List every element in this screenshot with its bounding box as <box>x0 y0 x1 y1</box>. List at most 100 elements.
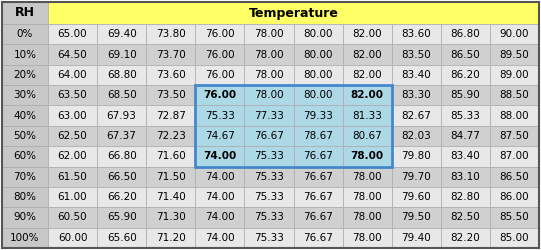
Text: 78.00: 78.00 <box>254 70 284 80</box>
Text: 75.33: 75.33 <box>254 192 284 202</box>
Text: 60.50: 60.50 <box>58 212 87 222</box>
Bar <box>146 187 195 207</box>
Text: 67.37: 67.37 <box>107 131 136 141</box>
Bar <box>342 228 392 248</box>
Bar <box>48 146 97 167</box>
Text: 73.70: 73.70 <box>156 50 186 59</box>
Bar <box>195 24 245 44</box>
Text: 71.40: 71.40 <box>156 192 186 202</box>
Bar <box>392 24 441 44</box>
Bar <box>97 65 146 85</box>
Text: 83.30: 83.30 <box>401 90 431 100</box>
Text: 64.00: 64.00 <box>58 70 87 80</box>
Text: 50%: 50% <box>14 131 36 141</box>
Bar <box>342 85 392 105</box>
Text: 88.50: 88.50 <box>499 90 529 100</box>
Text: 71.30: 71.30 <box>156 212 186 222</box>
Text: 75.33: 75.33 <box>254 151 284 161</box>
Bar <box>97 126 146 146</box>
Bar <box>441 44 490 65</box>
Text: 82.00: 82.00 <box>352 29 382 39</box>
Text: 72.23: 72.23 <box>156 131 186 141</box>
Bar <box>490 65 539 85</box>
Text: 65.60: 65.60 <box>107 233 136 243</box>
Text: 62.00: 62.00 <box>58 151 87 161</box>
Bar <box>245 126 294 146</box>
Text: 63.00: 63.00 <box>58 111 87 121</box>
Bar <box>294 228 342 248</box>
Text: 82.50: 82.50 <box>451 212 480 222</box>
Text: 80.00: 80.00 <box>304 50 333 59</box>
Bar <box>392 146 441 167</box>
Text: 80.00: 80.00 <box>304 70 333 80</box>
Text: 74.00: 74.00 <box>205 172 235 182</box>
Bar <box>441 146 490 167</box>
Bar <box>441 207 490 228</box>
Bar <box>441 166 490 187</box>
Text: 78.67: 78.67 <box>303 131 333 141</box>
Text: 40%: 40% <box>14 111 36 121</box>
Bar <box>294 166 342 187</box>
Bar <box>294 126 342 146</box>
Bar <box>195 187 245 207</box>
Bar <box>2 2 48 24</box>
Text: 0%: 0% <box>17 29 33 39</box>
Bar <box>342 187 392 207</box>
Text: 76.00: 76.00 <box>203 90 236 100</box>
Text: 78.00: 78.00 <box>254 50 284 59</box>
Bar <box>392 106 441 126</box>
Bar <box>97 166 146 187</box>
Bar <box>342 106 392 126</box>
Bar <box>2 146 48 167</box>
Text: 10%: 10% <box>14 50 36 59</box>
Text: 85.90: 85.90 <box>451 90 480 100</box>
Bar <box>195 228 245 248</box>
Text: 80.67: 80.67 <box>352 131 382 141</box>
Bar <box>2 187 48 207</box>
Bar <box>245 44 294 65</box>
Text: 71.50: 71.50 <box>156 172 186 182</box>
Bar <box>245 106 294 126</box>
Text: 75.33: 75.33 <box>205 111 235 121</box>
Bar <box>195 166 245 187</box>
Text: 75.33: 75.33 <box>254 233 284 243</box>
Text: 83.50: 83.50 <box>401 50 431 59</box>
Bar <box>97 228 146 248</box>
Bar <box>245 85 294 105</box>
Bar <box>441 106 490 126</box>
Text: 79.70: 79.70 <box>401 172 431 182</box>
Bar <box>48 228 97 248</box>
Text: 78.00: 78.00 <box>351 151 384 161</box>
Text: 85.50: 85.50 <box>499 212 529 222</box>
Text: 82.20: 82.20 <box>451 233 480 243</box>
Bar <box>195 106 245 126</box>
Text: 86.50: 86.50 <box>499 172 529 182</box>
Text: 71.60: 71.60 <box>156 151 186 161</box>
Text: 78.00: 78.00 <box>352 192 382 202</box>
Bar <box>2 106 48 126</box>
Bar <box>342 65 392 85</box>
Bar <box>146 85 195 105</box>
Bar <box>146 44 195 65</box>
Text: 78.00: 78.00 <box>352 212 382 222</box>
Text: 70%: 70% <box>14 172 36 182</box>
Bar <box>48 2 539 24</box>
Text: 73.50: 73.50 <box>156 90 186 100</box>
Text: 65.90: 65.90 <box>107 212 136 222</box>
Bar <box>294 44 342 65</box>
Text: 73.60: 73.60 <box>156 70 186 80</box>
Bar <box>48 126 97 146</box>
Text: 74.00: 74.00 <box>205 233 235 243</box>
Text: 74.00: 74.00 <box>205 192 235 202</box>
Bar <box>146 126 195 146</box>
Bar <box>245 146 294 167</box>
Text: 82.00: 82.00 <box>352 70 382 80</box>
Bar <box>48 187 97 207</box>
Bar <box>441 187 490 207</box>
Text: 20%: 20% <box>14 70 36 80</box>
Bar <box>490 187 539 207</box>
Text: 75.33: 75.33 <box>254 172 284 182</box>
Text: 85.33: 85.33 <box>451 111 480 121</box>
Text: 86.80: 86.80 <box>451 29 480 39</box>
Bar <box>245 228 294 248</box>
